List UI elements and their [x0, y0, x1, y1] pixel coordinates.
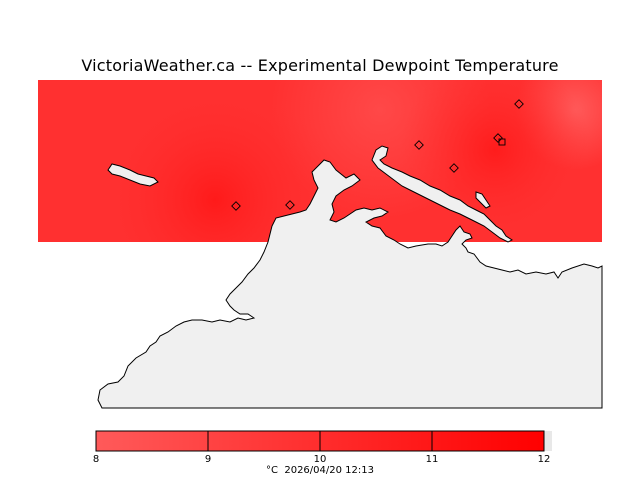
station-marker[interactable]: [449, 163, 459, 173]
scale-tick-label: 9: [204, 454, 212, 465]
page-title: VictoriaWeather.ca -- Experimental Dewpo…: [81, 56, 559, 75]
land-islet-west: [107, 163, 159, 187]
station-marker[interactable]: [414, 140, 424, 150]
land-gulf-islands: [371, 145, 513, 243]
scale-tick-label: 11: [425, 454, 439, 465]
station-marker[interactable]: [514, 99, 524, 109]
station-markers: [231, 99, 524, 211]
unit-label: °C: [266, 465, 278, 476]
station-marker[interactable]: [285, 200, 295, 210]
land-islet-east: [475, 191, 491, 209]
timestamp: 2026/04/20 12:13: [284, 465, 374, 476]
scale-tick-label: 8: [92, 454, 100, 465]
station-marker[interactable]: [498, 138, 506, 146]
station-marker[interactable]: [493, 133, 503, 143]
scale-tick-label: 12: [537, 454, 551, 465]
station-marker[interactable]: [231, 201, 241, 211]
land-vancouver-island: [97, 159, 603, 409]
color-scale: [95, 430, 552, 452]
scale-tick-label: 10: [313, 454, 327, 465]
